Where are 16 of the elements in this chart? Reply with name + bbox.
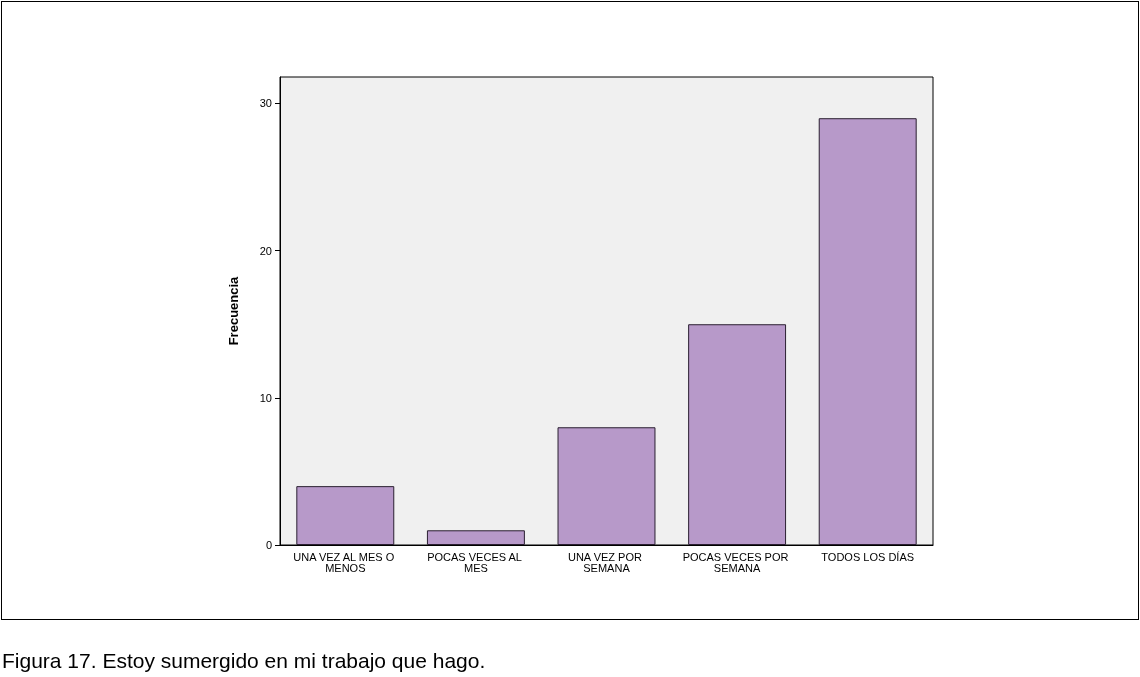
x-tick-label: UNA VEZ AL MES O MENOS — [293, 550, 398, 574]
x-tick-label: UNA VEZ POR SEMANA — [567, 550, 646, 574]
x-tick-label: TODOS LOS DÍAS — [821, 550, 915, 563]
y-axis-title: Frecuencia — [226, 275, 241, 346]
x-tick-label: POCAS VECES POR SEMANA — [682, 550, 792, 574]
y-tick-label: 20 — [259, 244, 272, 257]
bar — [426, 530, 525, 545]
y-tick-label: 0 — [265, 539, 272, 551]
x-tick-label: POCAS VECES AL MES — [427, 550, 525, 574]
bar — [688, 324, 787, 545]
y-tick-label: 30 — [259, 97, 272, 110]
text: Figura 17. Estoy sumergido en mi trabajo que hago. — [2, 649, 486, 673]
bar — [818, 118, 917, 545]
bar — [296, 486, 395, 545]
y-tick-label: 10 — [259, 391, 272, 404]
bar — [557, 427, 656, 545]
